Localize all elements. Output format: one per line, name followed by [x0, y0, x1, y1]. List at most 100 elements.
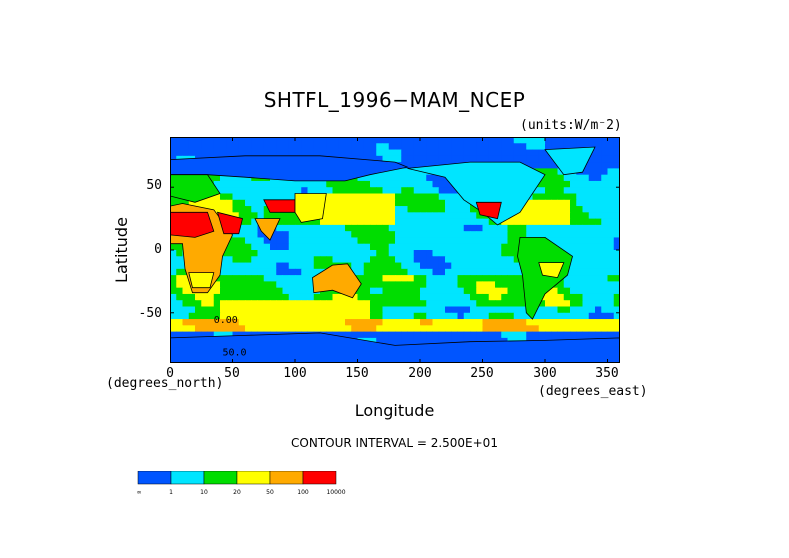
- heatmap-cell: [182, 199, 190, 207]
- heatmap-cell: [363, 250, 371, 257]
- heatmap-cell: [570, 237, 577, 245]
- heatmap-cell: [495, 281, 502, 289]
- heatmap-cell: [551, 193, 558, 201]
- legend-swatch: [236, 471, 271, 485]
- heatmap-cell: [495, 287, 502, 295]
- heatmap-cell: [270, 231, 277, 238]
- heatmap-cell: [257, 293, 265, 301]
- heatmap-cell: [276, 231, 283, 238]
- heatmap-cell: [507, 143, 515, 151]
- heatmap-cell: [607, 212, 615, 220]
- heatmap-cell: [451, 149, 458, 157]
- heatmap-cell: [576, 275, 583, 282]
- heatmap-cell: [582, 206, 590, 213]
- heatmap-cell: [251, 312, 258, 320]
- heatmap-cell: [276, 287, 283, 295]
- heatmap-cell: [382, 337, 390, 345]
- heatmap-cell: [170, 325, 177, 333]
- heatmap-cell: [257, 231, 265, 238]
- heatmap-cell: [332, 212, 340, 220]
- heatmap-cell: [351, 187, 358, 194]
- heatmap-cell: [245, 300, 252, 307]
- heatmap-cell: [263, 256, 271, 264]
- heatmap-cell: [463, 206, 471, 213]
- contour-interval-label: CONTOUR INTERVAL = 2.500E+01: [291, 436, 498, 450]
- heatmap-cell: [588, 237, 596, 245]
- heatmap-cell: [395, 168, 402, 176]
- heatmap-cell: [451, 231, 458, 238]
- heatmap-cell: [320, 312, 327, 320]
- heatmap-cell: [488, 243, 496, 251]
- heatmap-cell: [407, 168, 415, 176]
- heatmap-cell: [463, 237, 471, 245]
- heatmap-cell: [401, 237, 408, 245]
- heatmap-cell: [301, 137, 308, 144]
- heatmap-cell: [351, 193, 358, 201]
- heatmap-cell: [532, 218, 540, 226]
- heatmap-cell: [445, 237, 452, 245]
- heatmap-cell: [345, 193, 352, 201]
- heatmap-cell: [445, 319, 452, 326]
- land-southwest-us: [475, 201, 502, 220]
- heatmap-cell: [238, 149, 246, 157]
- heatmap-cell: [420, 262, 427, 270]
- heatmap-cell: [395, 187, 402, 194]
- heatmap-cell: [607, 237, 615, 245]
- heatmap-cell: [438, 256, 446, 264]
- heatmap-cell: [395, 137, 402, 144]
- heatmap-cell: [582, 231, 590, 238]
- heatmap-cell: [488, 256, 496, 264]
- heatmap-cell: [282, 212, 290, 220]
- heatmap-cell: [388, 243, 396, 251]
- heatmap-cell: [563, 218, 571, 226]
- heatmap-cell: [320, 300, 327, 307]
- heatmap-cell: [220, 174, 227, 182]
- heatmap-cell: [495, 243, 502, 251]
- heatmap-cell: [251, 218, 258, 226]
- heatmap-cell: [570, 143, 577, 151]
- heatmap-cell: [607, 300, 615, 307]
- heatmap-cell: [470, 293, 477, 301]
- heatmap-cell: [307, 143, 315, 151]
- heatmap-cell: [445, 281, 452, 289]
- heatmap-cell: [482, 287, 490, 295]
- heatmap-cell: [332, 218, 340, 226]
- heatmap-cell: [613, 180, 620, 188]
- heatmap-cell: [220, 180, 227, 188]
- heatmap-cell: [432, 293, 440, 301]
- x-tick-label-50: 50: [224, 366, 240, 381]
- heatmap-cell: [357, 331, 365, 339]
- heatmap-cell: [551, 187, 558, 194]
- heatmap-cell: [488, 306, 496, 314]
- heatmap-cell: [276, 137, 283, 144]
- heatmap-cell: [401, 143, 408, 151]
- heatmap-cell: [570, 256, 577, 264]
- heatmap-cell: [613, 231, 620, 238]
- heatmap-cell: [507, 218, 515, 226]
- heatmap-cell: [295, 149, 302, 157]
- heatmap-cell: [588, 218, 596, 226]
- heatmap-cell: [176, 325, 183, 333]
- heatmap-cell: [213, 137, 221, 144]
- heatmap-cell: [313, 293, 321, 301]
- heatmap-cell: [432, 143, 440, 151]
- heatmap-cell: [420, 143, 427, 151]
- heatmap-cell: [370, 180, 377, 188]
- heatmap-cell: [395, 243, 402, 251]
- heatmap-cell: [395, 331, 402, 339]
- heatmap-cell: [463, 231, 471, 238]
- heatmap-cell: [251, 199, 258, 207]
- heatmap-cell: [551, 312, 558, 320]
- heatmap-cell: [345, 293, 352, 301]
- heatmap-cell: [570, 243, 577, 251]
- heatmap-cell: [426, 325, 433, 333]
- heatmap-cell: [613, 218, 620, 226]
- heatmap-cell: [176, 199, 183, 207]
- heatmap-cell: [432, 337, 440, 345]
- heatmap-cell: [357, 174, 365, 182]
- heatmap-cell: [513, 325, 521, 333]
- heatmap-cell: [332, 300, 340, 307]
- heatmap-cell: [395, 319, 402, 326]
- heatmap-cell: [576, 293, 583, 301]
- heatmap-cell: [488, 262, 496, 270]
